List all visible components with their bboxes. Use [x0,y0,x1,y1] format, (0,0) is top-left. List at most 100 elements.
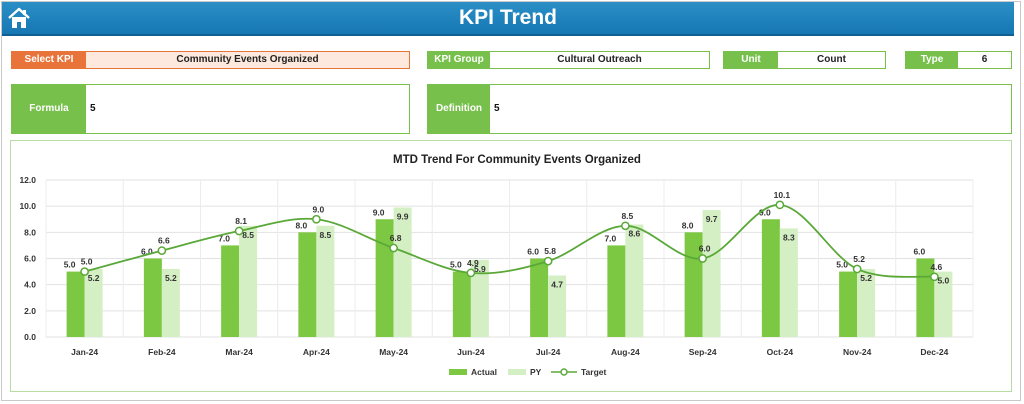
data-label-py: 8.6 [628,228,640,238]
type-value: 6 [981,54,988,65]
bar-actual [607,245,626,337]
data-label-target: 4.6 [930,262,942,272]
formula-label: Formula [12,85,86,133]
kpi-group-value: Cultural Outreach [557,54,642,65]
data-label-target: 6.6 [158,236,170,246]
formula-value: 5 [90,103,96,114]
x-tick-label: Aug-24 [611,347,640,357]
data-label-py: 5.9 [474,264,486,274]
data-label-actual: 7.0 [218,233,230,243]
legend-label-actual: Actual [471,367,497,377]
x-tick-label: Mar-24 [225,347,253,357]
bar-py [161,268,180,337]
target-point [775,200,785,210]
formula-box: Formula 5 [11,84,410,134]
data-label-actual: 8.0 [682,220,694,230]
kpi-group-field: KPI Group Cultural Outreach [427,51,710,69]
data-label-actual: 6.0 [141,247,153,257]
x-tick-label: Jun-24 [457,347,485,357]
x-tick-label: Feb-24 [148,347,176,357]
bar-py [316,225,335,337]
kpi-group-label: KPI Group [428,52,490,68]
data-label-py: 9.7 [706,214,718,224]
target-point [698,254,707,263]
definition-value: 5 [494,103,500,114]
target-point [234,226,244,236]
data-label-target: 4.9 [467,258,479,268]
data-label-actual: 5.0 [836,260,848,270]
y-tick-label: 12.0 [19,175,36,185]
y-tick-label: 0.0 [24,332,36,342]
target-point [930,272,939,282]
data-label-actual: 5.0 [64,260,76,270]
trend-chart: MTD Trend For Community Events Organized… [10,140,1012,392]
target-point [80,267,89,276]
definition-box: Definition 5 [427,84,1012,134]
x-tick-label: Dec-24 [920,347,948,357]
x-tick-label: Oct-24 [767,347,794,357]
data-label-target: 9.0 [312,204,324,214]
data-label-target: 10.1 [774,190,791,200]
bar-py [239,225,258,337]
bar-actual [530,258,549,337]
data-label-py: 5.0 [937,276,949,286]
data-label-py: 5.2 [165,273,177,283]
bar-actual [761,219,780,337]
legend-swatch-actual [449,369,467,375]
legend-marker-target [560,368,568,376]
header-banner: KPI Trend [2,2,1014,36]
data-label-actual: 8.0 [295,220,307,230]
bar-py [84,268,103,337]
unit-field: Unit Count [723,51,886,69]
x-tick-label: Jul-24 [536,347,561,357]
data-label-target: 6.8 [390,233,402,243]
bar-actual [839,271,858,337]
legend-label-target: Target [581,367,607,377]
data-label-target: 5.0 [81,257,93,267]
y-tick-label: 8.0 [24,227,36,237]
target-point [852,264,862,274]
target-point [543,256,553,266]
unit-label: Unit [724,52,778,68]
target-point [389,243,398,253]
bar-py [548,275,567,337]
select-kpi-value[interactable]: Community Events Organized [176,54,319,65]
data-label-target: 8.5 [621,211,633,221]
home-icon[interactable] [6,5,32,31]
data-label-py: 8.3 [783,232,795,242]
page-title: KPI Trend [458,6,558,29]
target-point [621,221,630,231]
target-point [466,268,476,278]
bar-py [393,207,412,337]
bar-actual [143,258,162,337]
bar-py [702,210,721,337]
target-point [157,246,167,256]
x-tick-label: Apr-24 [303,347,330,357]
data-label-actual: 7.0 [604,233,616,243]
data-label-py: 5.2 [860,273,872,283]
data-label-py: 8.5 [319,230,331,240]
x-tick-label: Jan-24 [71,347,98,357]
data-label-target: 6.0 [699,244,711,254]
data-label-py: 9.9 [397,211,409,221]
bar-actual [452,271,471,337]
type-field: Type 6 [905,51,1012,69]
bar-py [934,271,953,337]
select-kpi-field[interactable]: Select KPI Community Events Organized [11,51,410,69]
bar-py [625,224,644,337]
data-label-actual: 9.0 [373,207,385,217]
legend-swatch-py [508,369,526,375]
unit-value: Count [817,54,846,65]
data-label-target: 5.8 [544,246,556,256]
bar-actual [916,258,935,337]
x-tick-label: Nov-24 [843,347,872,357]
data-label-actual: 5.0 [450,260,462,270]
bar-py [857,268,876,337]
y-tick-label: 10.0 [19,201,36,211]
trend-chart-svg: MTD Trend For Community Events Organized… [19,154,974,377]
data-label-py: 4.7 [551,280,563,290]
data-label-target: 8.1 [235,216,247,226]
y-tick-label: 2.0 [24,306,36,316]
y-tick-label: 4.0 [24,280,36,290]
x-tick-label: May-24 [379,347,408,357]
